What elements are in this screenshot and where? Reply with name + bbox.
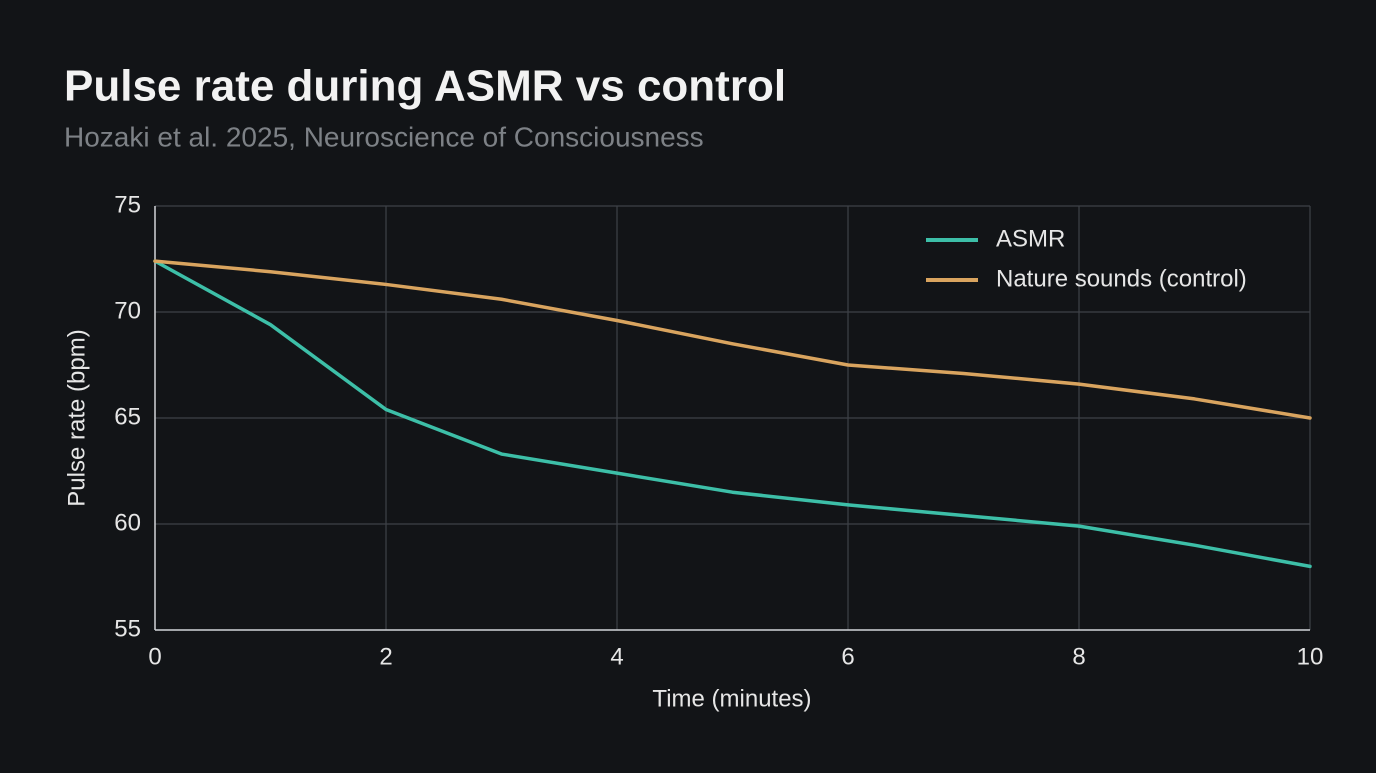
- legend-label: Nature sounds (control): [996, 265, 1247, 292]
- y-axis-label: Pulse rate (bpm): [63, 329, 90, 506]
- y-tick-label: 75: [114, 191, 141, 218]
- y-tick-label: 55: [114, 615, 141, 642]
- line-series: [153, 259, 1312, 569]
- x-tick-label: 0: [148, 643, 161, 670]
- legend-label: ASMR: [996, 225, 1065, 252]
- x-tick-label: 6: [841, 643, 854, 670]
- x-tick-label: 10: [1297, 643, 1324, 670]
- x-tick-label: 4: [610, 643, 623, 670]
- y-tick-label: 65: [114, 403, 141, 430]
- chart-subtitle: Hozaki et al. 2025, Neuroscience of Cons…: [64, 121, 704, 152]
- x-axis-label: Time (minutes): [652, 685, 811, 712]
- line-series: [153, 259, 1312, 420]
- y-tick-label: 60: [114, 509, 141, 536]
- y-tick-label: 70: [114, 297, 141, 324]
- x-tick-label: 2: [379, 643, 392, 670]
- x-tick-label: 8: [1072, 643, 1085, 670]
- chart-title: Pulse rate during ASMR vs control: [64, 62, 786, 111]
